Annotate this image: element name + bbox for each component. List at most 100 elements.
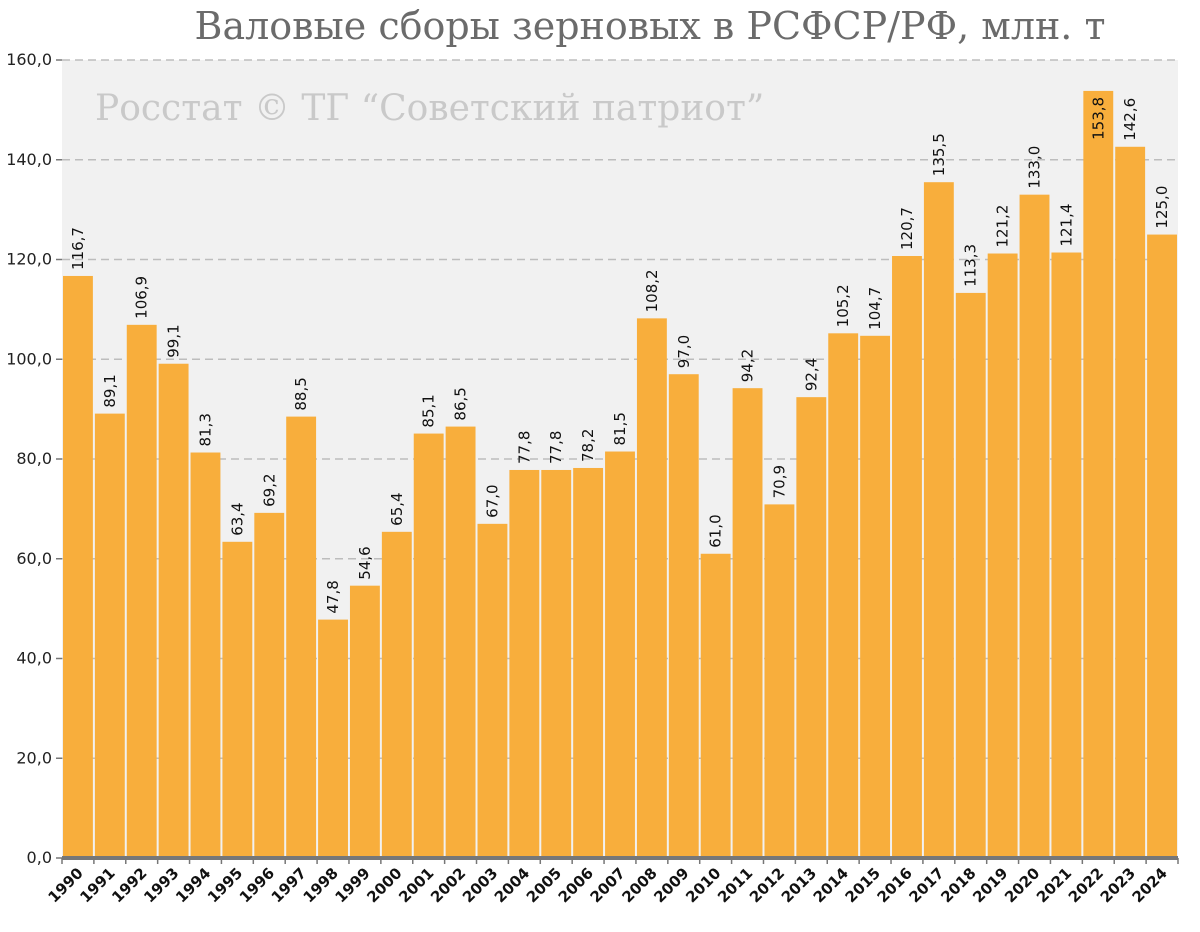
- data-label-2013: 92,4: [802, 358, 820, 391]
- data-label-2017: 135,5: [930, 133, 948, 176]
- x-tick-label-1997: 1997: [268, 864, 310, 906]
- data-label-1999: 54,6: [356, 546, 374, 579]
- x-tick-label-2009: 2009: [650, 864, 692, 906]
- y-tick-label: 100,0: [6, 349, 52, 368]
- x-tick-label-2004: 2004: [491, 864, 533, 906]
- bar-1996[interactable]: [254, 512, 285, 858]
- data-label-2012: 70,9: [770, 465, 788, 498]
- bar-1991[interactable]: [94, 413, 125, 858]
- data-label-2022: 153,8: [1089, 97, 1107, 140]
- x-tick-label-1994: 1994: [172, 864, 214, 906]
- x-tick-label-2013: 2013: [778, 864, 820, 906]
- data-label-1990: 116,7: [69, 227, 87, 270]
- bar-2007[interactable]: [605, 451, 635, 858]
- x-tick-label-2016: 2016: [874, 864, 916, 906]
- x-tick-label-2014: 2014: [810, 864, 852, 906]
- data-label-2001: 85,1: [420, 394, 438, 427]
- bar-2010[interactable]: [700, 553, 731, 858]
- data-label-2014: 105,2: [834, 284, 852, 327]
- data-label-2024: 125,0: [1153, 186, 1171, 229]
- bar-1994[interactable]: [190, 452, 221, 858]
- bar-1998[interactable]: [318, 619, 348, 858]
- x-tick-label-2024: 2024: [1129, 864, 1171, 906]
- bar-2008[interactable]: [636, 318, 667, 858]
- bar-2002[interactable]: [445, 426, 476, 858]
- x-tick-label-2017: 2017: [905, 864, 947, 906]
- data-label-2004: 77,8: [515, 431, 533, 464]
- data-label-2005: 77,8: [547, 431, 565, 464]
- x-tick-label-2008: 2008: [618, 864, 660, 906]
- data-label-2010: 61,0: [707, 514, 725, 547]
- x-tick-label-2011: 2011: [714, 864, 756, 906]
- data-label-1993: 99,1: [165, 324, 183, 357]
- x-tick-label-2007: 2007: [587, 864, 629, 906]
- bar-2024[interactable]: [1147, 234, 1177, 858]
- bar-2005[interactable]: [541, 469, 572, 858]
- bar-2009[interactable]: [668, 374, 699, 858]
- x-tick-label-2022: 2022: [1065, 864, 1107, 906]
- data-label-1998: 47,8: [324, 580, 342, 613]
- y-tick-label: 120,0: [6, 250, 52, 269]
- x-tick-label-2020: 2020: [1001, 864, 1043, 906]
- x-tick-label-2023: 2023: [1097, 864, 1139, 906]
- bar-2020[interactable]: [1019, 194, 1050, 859]
- x-tick-label-2019: 2019: [969, 864, 1011, 906]
- x-tick-label-1992: 1992: [108, 864, 150, 906]
- x-tick-label-2015: 2015: [842, 864, 884, 906]
- x-tick-label-1998: 1998: [300, 864, 342, 906]
- y-tick-label: 160,0: [6, 50, 52, 69]
- y-tick-label: 20,0: [16, 748, 52, 767]
- watermark-text: Росстат © ТГ “Советский патриот”: [95, 88, 764, 129]
- x-tick-label-2021: 2021: [1033, 864, 1075, 906]
- bar-2001[interactable]: [413, 433, 444, 858]
- bar-2023[interactable]: [1115, 146, 1146, 859]
- x-tick-label-2000: 2000: [363, 864, 405, 906]
- bar-2017[interactable]: [923, 182, 954, 859]
- data-label-2008: 108,2: [643, 269, 661, 312]
- bar-2003[interactable]: [477, 523, 508, 858]
- data-label-1992: 106,9: [133, 276, 151, 319]
- x-tick-label-1993: 1993: [140, 864, 182, 906]
- x-tick-label-2010: 2010: [682, 864, 724, 906]
- bar-2006[interactable]: [573, 467, 604, 858]
- bar-2013[interactable]: [796, 397, 827, 858]
- data-label-1995: 63,4: [228, 502, 246, 535]
- bar-1999[interactable]: [349, 585, 380, 858]
- data-label-1996: 69,2: [260, 473, 278, 506]
- bar-2011[interactable]: [732, 388, 763, 858]
- data-label-2007: 81,5: [611, 412, 629, 445]
- bar-2021[interactable]: [1051, 252, 1082, 858]
- data-label-2002: 86,5: [452, 387, 470, 420]
- data-label-2023: 142,6: [1121, 98, 1139, 141]
- x-tick-label-1991: 1991: [76, 864, 118, 906]
- data-label-1991: 89,1: [101, 374, 119, 407]
- y-tick-label: 80,0: [16, 449, 52, 468]
- bar-2004[interactable]: [509, 469, 540, 858]
- data-label-2003: 67,0: [483, 484, 501, 517]
- bar-2000[interactable]: [381, 531, 412, 858]
- bar-1992[interactable]: [126, 324, 157, 858]
- bar-2014[interactable]: [828, 333, 859, 858]
- data-label-2019: 121,2: [994, 205, 1012, 248]
- x-tick-label-2001: 2001: [395, 864, 437, 906]
- x-tick-label-2018: 2018: [937, 864, 979, 906]
- bar-1995[interactable]: [222, 541, 253, 858]
- data-label-2009: 97,0: [675, 335, 693, 368]
- bar-1990[interactable]: [63, 275, 93, 858]
- bar-2022[interactable]: [1083, 90, 1114, 859]
- bar-2018[interactable]: [955, 292, 986, 858]
- bar-2016[interactable]: [892, 256, 922, 858]
- bar-2019[interactable]: [987, 253, 1018, 858]
- x-tick-label-2003: 2003: [459, 864, 501, 906]
- data-label-2015: 104,7: [866, 287, 884, 330]
- bar-1993[interactable]: [158, 363, 189, 858]
- x-tick-label-2012: 2012: [746, 864, 788, 906]
- bar-2012[interactable]: [764, 504, 795, 858]
- data-label-2011: 94,2: [739, 349, 757, 382]
- data-label-2006: 78,2: [579, 429, 597, 462]
- y-tick-label: 140,0: [6, 150, 52, 169]
- chart-title: Валовые сборы зерновых в РСФСР/РФ, млн. …: [194, 4, 1106, 48]
- bar-2015[interactable]: [860, 335, 891, 859]
- bar-1997[interactable]: [286, 416, 317, 858]
